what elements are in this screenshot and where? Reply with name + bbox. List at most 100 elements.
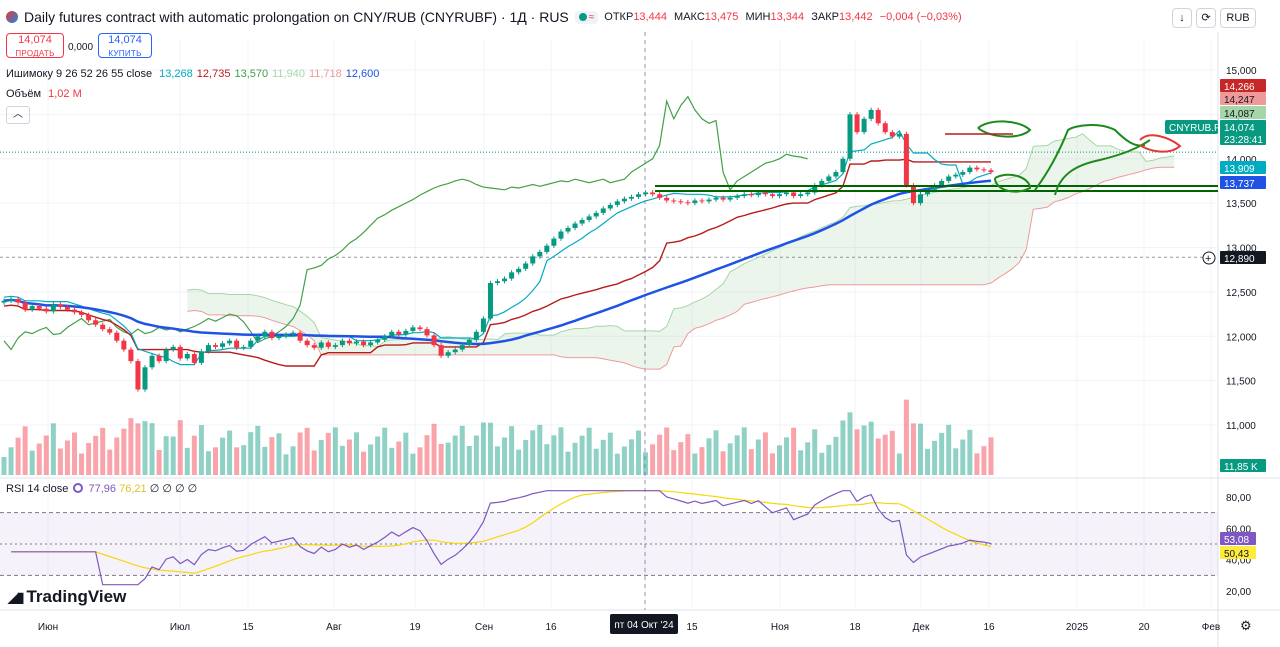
market-status[interactable]: ≈ <box>574 10 599 24</box>
collapse-legend-button[interactable]: ︿ <box>6 106 30 124</box>
candle-body <box>198 351 204 363</box>
price-badge <box>1220 92 1266 105</box>
low-label: МИН <box>745 11 771 23</box>
candle-body <box>290 332 296 335</box>
ichimoku-value: 13,268 <box>159 68 193 80</box>
candle-body <box>403 330 409 335</box>
status-dot-icon <box>578 13 587 21</box>
volume-bar <box>93 435 99 475</box>
cloud-segment <box>568 328 575 358</box>
cloud-segment <box>187 289 195 312</box>
volume-bar <box>220 437 226 475</box>
volume-bar <box>290 446 296 475</box>
candle-body <box>953 174 959 177</box>
volume-bar <box>544 444 550 475</box>
candle-body <box>981 169 987 171</box>
symbol-title[interactable]: Daily futures contract with automatic pr… <box>24 9 569 25</box>
candle-body <box>847 114 853 159</box>
rsi-pane <box>0 490 1218 586</box>
volume-bar <box>431 423 437 475</box>
candle-body <box>784 192 790 195</box>
candle-body <box>868 109 874 119</box>
candle-body <box>671 200 677 202</box>
candle-body <box>213 345 218 347</box>
volume-bar <box>332 427 338 475</box>
volume-bar <box>791 427 797 475</box>
volume-bar <box>875 438 881 475</box>
candle-body <box>769 194 775 197</box>
cloud-segment <box>377 341 385 355</box>
volume-bar <box>769 453 775 475</box>
ichimoku-label: Ишимоку 9 26 52 26 55 close <box>6 68 153 80</box>
tradingview-logo[interactable]: ◢▮ TradingView <box>8 587 126 607</box>
cloud-segment <box>673 307 681 347</box>
candle-body <box>156 355 162 362</box>
cloud-segment <box>405 338 413 355</box>
cloud-segment <box>835 217 843 285</box>
volume-bar <box>805 442 811 475</box>
price-badge-label: 23:28:41 <box>1224 135 1263 146</box>
candle-body <box>318 342 324 348</box>
currency-select[interactable]: RUB <box>1220 8 1256 28</box>
candle-body <box>311 345 317 348</box>
ichimoku-legend[interactable]: Ишимоку 9 26 52 26 55 close 13,268 12,735… <box>6 68 379 80</box>
cloud-segment <box>1167 155 1175 168</box>
cloud-segment <box>1033 145 1041 210</box>
sync-button[interactable]: ⟳ <box>1196 8 1216 28</box>
candle-body <box>368 342 374 346</box>
candles <box>1 107 994 392</box>
arrow-down-button[interactable]: ↓ <box>1172 8 1192 28</box>
cloud-segment <box>1139 151 1147 173</box>
candle-body <box>706 199 712 202</box>
volume-bar <box>283 454 289 475</box>
cloud-segment <box>842 207 850 285</box>
price-badge-label: 12,890 <box>1224 254 1255 265</box>
cloud-segment <box>962 186 970 285</box>
volume-bar <box>8 447 14 475</box>
candle-body <box>621 198 627 202</box>
volume-bar <box>847 412 853 475</box>
cloud-segment <box>300 311 308 335</box>
volume-bar <box>304 427 310 475</box>
cloud-segment <box>687 301 695 334</box>
volume-bar <box>974 453 980 475</box>
candle-body <box>473 331 479 340</box>
volume-bar <box>22 426 28 475</box>
volume-bar <box>403 432 409 475</box>
drawn-projection-path <box>1034 124 1146 191</box>
cloud-segment <box>1089 140 1097 189</box>
rsi-badge-label: 50,43 <box>1224 549 1249 560</box>
candle-body <box>163 349 169 362</box>
candle-body <box>600 208 606 213</box>
buy-button[interactable]: 14,074 КУПИТЬ <box>98 33 152 58</box>
volume-bar <box>713 430 719 475</box>
candle-body <box>875 109 881 124</box>
gear-icon: ⚙ <box>1240 618 1252 633</box>
rsi-legend[interactable]: RSI 14 close 77,96 76,21 ∅ ∅ ∅ ∅ <box>6 482 197 495</box>
cloud-segment <box>1153 158 1161 169</box>
drawn-projection-path <box>1054 139 1151 196</box>
candle-body <box>382 336 388 340</box>
volume-bar <box>699 447 705 475</box>
volume-bar <box>558 427 564 475</box>
cloud-segment <box>215 293 223 315</box>
candle-body <box>459 345 465 350</box>
cloud-segment <box>363 345 371 355</box>
candle-body <box>882 123 888 133</box>
volume-legend[interactable]: Объём 1,02 М <box>6 88 82 100</box>
sell-price: 14,074 <box>18 34 52 46</box>
time-cursor-label: пт 04 Окт '24 <box>614 620 674 631</box>
sell-button[interactable]: 14,074 ПРОДАТЬ <box>6 33 64 58</box>
cloud-segment <box>1075 133 1083 194</box>
user-drawings <box>655 120 1218 196</box>
candle-body <box>495 281 500 283</box>
volume-bar <box>15 437 21 475</box>
rsi-extra-values: ∅ ∅ ∅ ∅ <box>149 483 198 495</box>
price-badge <box>1220 79 1266 92</box>
candle-body <box>375 339 381 343</box>
candle-body <box>466 339 472 346</box>
volume-bar <box>227 430 233 475</box>
candle-body <box>417 327 423 330</box>
volume-label: Объём <box>6 88 42 100</box>
